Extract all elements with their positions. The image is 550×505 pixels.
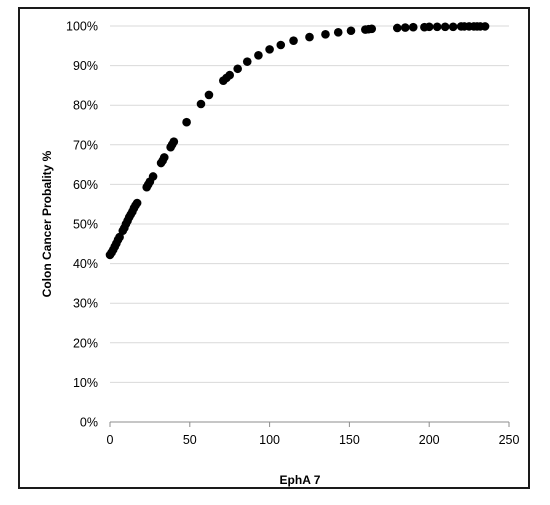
axes: [109, 421, 510, 427]
data-point: [440, 22, 450, 32]
data-point: [408, 22, 418, 32]
data-point: [321, 30, 330, 39]
data-point: [169, 137, 179, 146]
y-tick-label: 100%: [66, 20, 98, 34]
y-tick-label: 90%: [73, 59, 98, 73]
y-tick-label: 60%: [73, 178, 98, 192]
data-points: [105, 22, 490, 260]
data-point: [400, 23, 410, 32]
data-point: [346, 26, 356, 36]
data-point: [276, 40, 286, 50]
data-point: [333, 28, 343, 37]
x-tick-labels: 0 50 100 150 200 250: [107, 433, 520, 447]
y-tick-label: 50%: [73, 218, 98, 232]
x-tick-label: 50: [183, 433, 197, 447]
x-axis-label: EphA 7: [280, 473, 321, 487]
data-point: [392, 23, 402, 33]
data-point: [432, 22, 442, 32]
data-point: [289, 36, 298, 45]
data-point: [254, 51, 263, 60]
y-tick-label: 40%: [73, 257, 98, 271]
chart-frame: [18, 7, 530, 489]
data-point: [196, 99, 206, 109]
data-point: [242, 57, 252, 66]
y-tick-label: 80%: [73, 99, 98, 113]
gridlines: [110, 25, 509, 383]
y-tick-label: 30%: [73, 297, 98, 311]
data-point: [182, 117, 191, 127]
y-tick-labels: 0% 10% 20% 30% 40% 50% 60% 70% 80% 90% 100%: [66, 20, 98, 430]
x-tick-label: 150: [339, 433, 360, 447]
x-tick-label: 250: [499, 433, 520, 447]
data-point: [115, 232, 124, 242]
data-point: [480, 22, 490, 31]
data-point: [132, 198, 142, 208]
data-point: [159, 153, 169, 162]
data-point: [225, 70, 234, 80]
y-tick-label: 20%: [73, 336, 98, 350]
data-point: [448, 22, 458, 32]
x-tick-label: 0: [107, 433, 114, 447]
x-tick-label: 200: [419, 433, 440, 447]
x-tick-label: 100: [259, 433, 280, 447]
y-tick-label: 10%: [73, 376, 98, 390]
data-point: [148, 172, 158, 181]
data-point: [204, 90, 214, 100]
data-point: [265, 45, 274, 54]
data-point: [424, 22, 434, 32]
data-point: [233, 64, 242, 74]
data-point: [367, 24, 377, 34]
data-point: [305, 32, 314, 42]
y-axis-label: Colon Cancer Probality %: [40, 150, 54, 297]
y-tick-label: 0%: [80, 416, 98, 430]
y-tick-label: 70%: [73, 138, 98, 152]
